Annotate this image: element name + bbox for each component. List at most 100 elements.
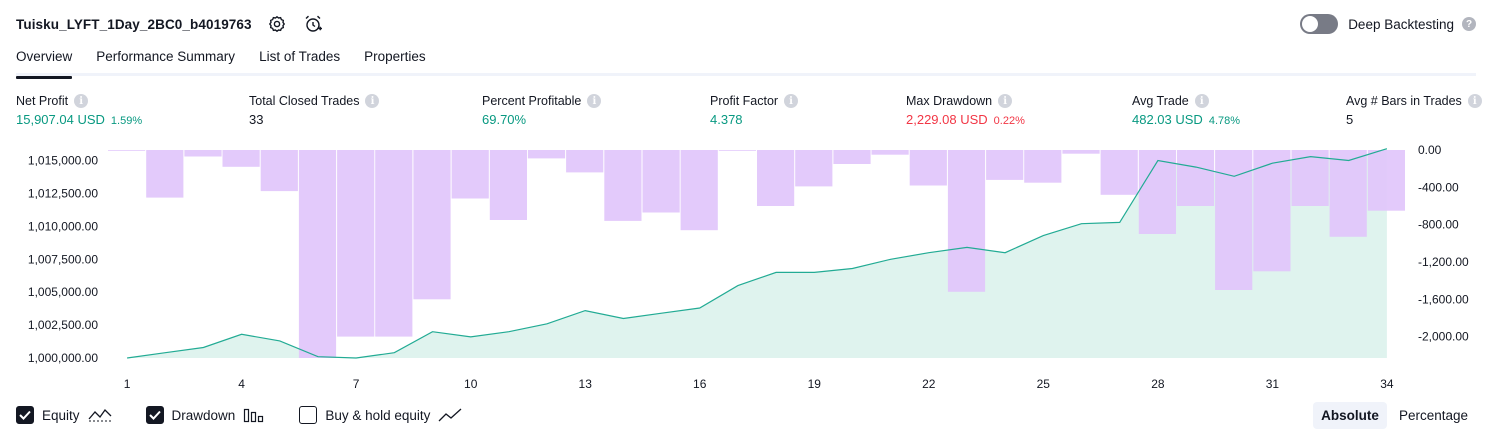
drawdown-bar xyxy=(337,150,375,337)
info-icon[interactable]: i xyxy=(784,94,799,108)
drawdown-bar xyxy=(718,150,756,151)
buy-hold-line-icon xyxy=(438,408,462,422)
chart-svg: 1,015,000.00 1,012,500.00 1,010,000.00 1,00… xyxy=(28,143,1469,391)
info-icon[interactable]: i xyxy=(74,94,89,108)
stat-label: Profit Factor xyxy=(710,94,779,108)
stat-label: Total Closed Trades xyxy=(249,94,360,108)
drawdown-bar xyxy=(1329,150,1367,237)
gear-icon[interactable] xyxy=(266,13,288,35)
x-tick-label: 25 xyxy=(1037,377,1051,391)
drawdown-bar xyxy=(375,150,413,337)
y-left-tick-label: 1,000,000.00 xyxy=(28,351,98,365)
drawdown-bar xyxy=(1100,150,1138,195)
y-right-tick-label: -1,600.00 xyxy=(1418,292,1469,306)
drawdown-bar xyxy=(1176,150,1215,206)
drawdown-bar xyxy=(146,150,184,198)
tab-list-of-trades[interactable]: List of Trades xyxy=(259,49,341,64)
drawdown-bar xyxy=(298,150,337,358)
y-left-tick-label: 1,012,500.00 xyxy=(28,186,98,200)
drawdown-bar xyxy=(260,150,298,192)
toggle-knob xyxy=(1302,16,1319,32)
tab-properties[interactable]: Properties xyxy=(364,49,426,64)
x-tick-label: 4 xyxy=(238,377,245,391)
x-tick-label: 7 xyxy=(353,377,360,391)
stat-percent-profitable: Percent Profitable i 69.70% xyxy=(482,92,602,130)
y-left-tick-label: 1,015,000.00 xyxy=(28,154,98,168)
y-right-tick-label: -800.00 xyxy=(1418,218,1459,232)
equity-drawdown-chart[interactable]: 1,015,000.00 1,012,500.00 1,010,000.00 1,00… xyxy=(0,140,1494,392)
x-tick-label: 13 xyxy=(579,377,593,391)
stat-net-profit: Net Profit i 15,907.04 USD 1.59% xyxy=(16,92,142,130)
drawdown-checkbox[interactable] xyxy=(145,406,164,424)
stat-percent: 0.22% xyxy=(993,115,1025,127)
drawdown-bar xyxy=(604,150,642,221)
stat-value: 33 xyxy=(249,112,264,127)
info-icon[interactable]: i xyxy=(1467,94,1482,108)
deep-backtesting-label: Deep Backtesting xyxy=(1348,16,1454,32)
stat-label: Percent Profitable xyxy=(482,94,582,108)
x-tick-label: 22 xyxy=(922,377,936,391)
drawdown-bars-icon xyxy=(244,408,264,423)
y-right-tick-label: -2,000.00 xyxy=(1418,330,1469,344)
info-icon[interactable]: i xyxy=(1194,94,1209,108)
drawdown-bar xyxy=(795,150,833,187)
percentage-button[interactable]: Percentage xyxy=(1398,407,1468,423)
info-icon[interactable]: i xyxy=(365,94,380,108)
drawdown-bar xyxy=(871,150,909,155)
strategy-title: Tuisku_LYFT_1Day_2BC0_b4019763 xyxy=(16,16,252,32)
deep-backtesting-toggle[interactable] xyxy=(1300,14,1339,34)
stat-avg-bars-in-trades: Avg # Bars in Trades i 5 xyxy=(1346,92,1482,130)
drawdown-bar xyxy=(833,150,871,164)
x-tick-label: 28 xyxy=(1151,377,1165,391)
tab-bar: Overview Performance Summary List of Tra… xyxy=(16,40,1476,79)
stat-value: 4.378 xyxy=(710,112,743,127)
tab-performance-summary[interactable]: Performance Summary xyxy=(96,49,236,64)
legend-buy-hold-equity[interactable]: Buy & hold equity xyxy=(299,406,462,424)
legend-label: Buy & hold equity xyxy=(325,407,431,423)
drawdown-bar xyxy=(642,150,680,213)
stat-label: Net Profit xyxy=(16,94,69,108)
help-icon[interactable]: ? xyxy=(1462,17,1476,31)
drawdown-bar xyxy=(1215,150,1253,290)
drawdown-bar xyxy=(1138,150,1176,234)
drawdown-bar xyxy=(1062,150,1100,154)
drawdown-bar xyxy=(1024,150,1062,183)
drawdown-bar xyxy=(680,150,718,231)
drawdown-bar xyxy=(527,150,566,159)
info-icon[interactable]: i xyxy=(587,94,602,108)
y-right-tick-label: -400.00 xyxy=(1418,180,1459,194)
equity-checkbox[interactable] xyxy=(16,406,34,424)
equity-area xyxy=(127,148,1387,358)
stat-value: 2,229.08 USD xyxy=(906,112,988,127)
legend-label: Equity xyxy=(42,407,80,423)
x-tick-label: 10 xyxy=(464,377,478,391)
drawdown-bar xyxy=(489,150,527,220)
equity-line xyxy=(127,148,1388,359)
info-icon[interactable]: i xyxy=(998,94,1013,108)
equity-line-icon xyxy=(88,408,111,422)
x-tick-label: 31 xyxy=(1266,377,1280,391)
stat-label: Avg Trade xyxy=(1132,94,1189,108)
stat-value: 5 xyxy=(1346,112,1354,127)
drawdown-bar xyxy=(1253,150,1291,272)
absolute-button[interactable]: Absolute xyxy=(1313,401,1387,429)
drawdown-bar xyxy=(184,150,222,157)
alarm-clock-plus-icon[interactable] xyxy=(302,13,324,35)
y-left-tick-label: 1,005,000.00 xyxy=(28,285,98,299)
legend-drawdown[interactable]: Drawdown xyxy=(145,406,266,424)
stat-avg-trade: Avg Trade i 482.03 USD 4.78% xyxy=(1132,92,1240,130)
drawdown-bar xyxy=(909,150,947,186)
legend-equity[interactable]: Equity xyxy=(16,406,112,424)
stat-value: 482.03 USD xyxy=(1132,112,1203,127)
x-tick-label: 1 xyxy=(124,377,131,391)
chart-legend: Equity Drawdown Buy & hold equity xyxy=(16,402,496,428)
y-left-tick-label: 1,007,500.00 xyxy=(28,252,98,266)
drawdown-bar xyxy=(1367,150,1405,211)
drawdown-bar xyxy=(986,150,1024,180)
stat-profit-factor: Profit Factor i 4.378 xyxy=(710,92,799,130)
stat-percent: 4.78% xyxy=(1208,115,1241,127)
deep-backtesting-control: Deep Backtesting ? xyxy=(1300,10,1476,38)
stat-label: Avg # Bars in Trades xyxy=(1346,94,1462,108)
tab-overview[interactable]: Overview xyxy=(16,40,73,79)
buy-hold-checkbox[interactable] xyxy=(299,406,318,424)
